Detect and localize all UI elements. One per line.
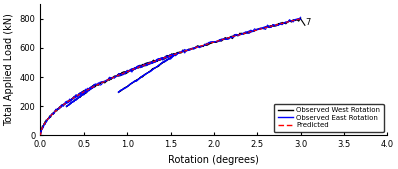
Y-axis label: Total Applied Load (kN): Total Applied Load (kN) — [4, 13, 14, 126]
X-axis label: Rotation (degrees): Rotation (degrees) — [168, 155, 259, 165]
Legend: Observed West Rotation, Observed East Rotation, Predicted: Observed West Rotation, Observed East Ro… — [274, 104, 384, 132]
Text: 7: 7 — [305, 18, 310, 27]
